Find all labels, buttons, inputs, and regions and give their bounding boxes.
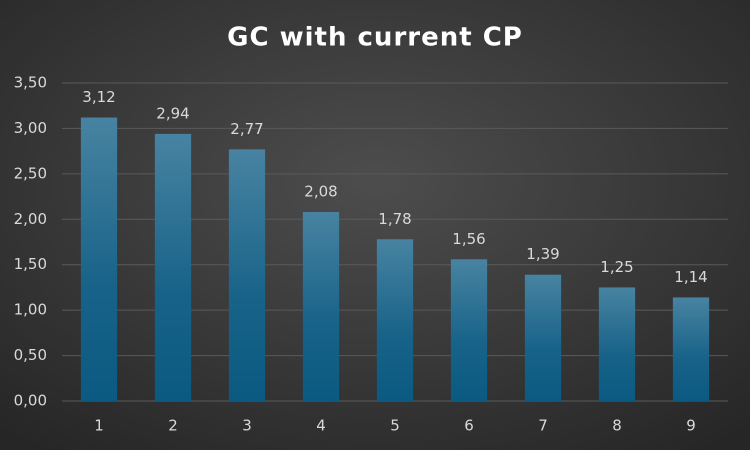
x-tick-label: 5 bbox=[390, 417, 400, 435]
bar-shine bbox=[80, 117, 118, 402]
x-tick-label: 1 bbox=[94, 417, 104, 435]
x-tick-label: 9 bbox=[686, 417, 696, 435]
y-tick-label: 0,50 bbox=[14, 346, 47, 364]
bar-shine bbox=[228, 149, 266, 401]
chart-title: GC with current CP bbox=[227, 23, 523, 53]
value-label: 2,94 bbox=[156, 104, 189, 122]
value-label: 1,56 bbox=[452, 230, 485, 248]
value-label: 1,39 bbox=[526, 245, 559, 263]
y-tick-label: 0,00 bbox=[14, 392, 47, 410]
y-tick-label: 2,50 bbox=[14, 164, 47, 182]
x-tick-label: 6 bbox=[464, 417, 474, 435]
value-label: 1,78 bbox=[378, 210, 411, 228]
bar-shine bbox=[302, 212, 340, 401]
value-label: 1,25 bbox=[600, 258, 633, 276]
bar-shine bbox=[672, 297, 710, 401]
y-tick-label: 1,50 bbox=[14, 255, 47, 273]
y-tick-label: 1,00 bbox=[14, 301, 47, 319]
x-tick-label: 8 bbox=[612, 417, 622, 435]
bar-shine bbox=[598, 287, 636, 401]
bar-shine bbox=[450, 259, 488, 401]
value-label: 2,77 bbox=[230, 120, 263, 138]
y-tick-label: 3,50 bbox=[14, 74, 47, 92]
y-tick-label: 2,00 bbox=[14, 210, 47, 228]
value-label: 2,08 bbox=[304, 183, 337, 201]
x-tick-label: 3 bbox=[242, 417, 252, 435]
y-tick-label: 3,00 bbox=[14, 119, 47, 137]
bar-shine bbox=[524, 274, 562, 401]
value-label: 1,14 bbox=[674, 268, 707, 286]
x-tick-label: 7 bbox=[538, 417, 548, 435]
x-tick-label: 4 bbox=[316, 417, 326, 435]
bar-shine bbox=[154, 133, 192, 401]
x-tick-label: 2 bbox=[168, 417, 178, 435]
bar-shine bbox=[376, 239, 414, 401]
value-label: 3,12 bbox=[82, 88, 115, 106]
